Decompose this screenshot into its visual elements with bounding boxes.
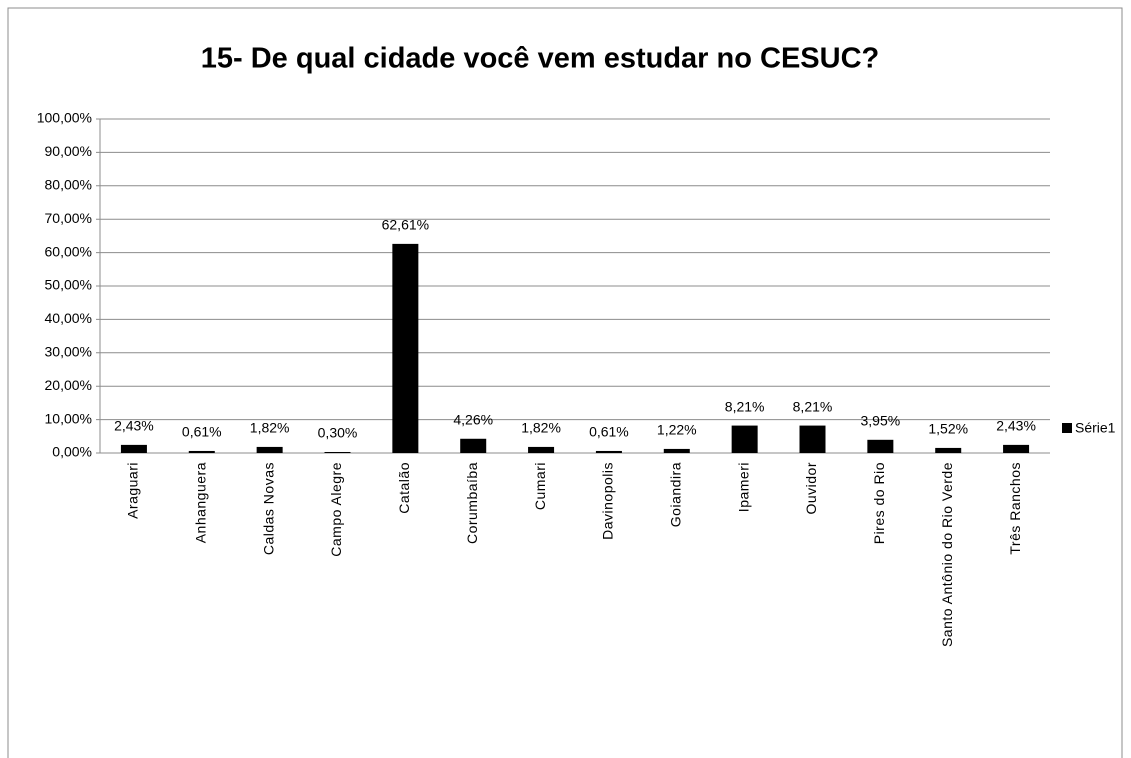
bar [1003,444,1030,453]
y-tick-label: 20,00% [45,377,92,393]
x-tick-label: Caldas Novas [260,462,276,555]
x-tick-label: Davinopolis [600,462,616,540]
y-tick-label: 100,00% [37,110,92,126]
data-label: 8,21% [725,398,765,414]
legend-swatch [1062,423,1072,433]
x-tick-label: Araguari [125,462,141,519]
chart-title: 15- De qual cidade você vem estudar no C… [201,43,879,75]
bar [120,444,147,453]
bar [188,450,215,453]
x-tick-label: Pires do Rio [871,462,887,544]
bar [460,438,487,453]
bar [595,450,622,453]
x-tick-label: Corumbaíba [464,462,480,544]
x-tick-label: Santo Antônio do Rio Verde [939,462,955,647]
bar [528,446,555,453]
data-label: 3,95% [861,413,901,429]
data-label: 8,21% [793,398,833,414]
y-tick-label: 90,00% [45,143,92,159]
bar [324,451,351,453]
y-tick-label: 10,00% [45,410,92,426]
x-tick-label: Catalão [396,462,412,514]
y-tick-label: 80,00% [45,177,92,193]
x-tick-label: Três Ranchos [1007,462,1023,555]
data-label: 62,61% [382,217,429,233]
data-label: 2,43% [996,418,1036,434]
data-label: 1,52% [928,421,968,437]
y-tick-label: 40,00% [45,310,92,326]
legend-label: Série1 [1075,420,1116,436]
data-label: 0,61% [589,424,629,440]
bar [935,447,962,453]
data-label: 1,22% [657,422,697,438]
data-label: 2,43% [114,418,154,434]
x-tick-label: Goiandira [667,462,683,527]
bar [799,425,826,453]
y-tick-label: 30,00% [45,344,92,360]
x-tick-label: Cumari [532,462,548,510]
y-tick-label: 50,00% [45,277,92,293]
bar [392,243,419,453]
x-tick-label: Campo Alegre [328,462,344,557]
data-label: 1,82% [521,420,561,436]
data-label: 1,82% [250,420,290,436]
chart-border [7,7,1123,758]
x-tick-label: Ouvidor [803,462,819,515]
bar [663,448,690,453]
data-label: 0,61% [182,424,222,440]
data-label: 4,26% [453,411,493,427]
x-tick-label: Ipameri [735,462,751,512]
bar [867,439,894,453]
bar [256,446,283,453]
bar [731,425,758,453]
y-tick-label: 0,00% [52,444,92,460]
y-tick-label: 70,00% [45,210,92,226]
y-tick-label: 60,00% [45,243,92,259]
data-label: 0,30% [318,425,358,441]
x-tick-label: Anhanguera [192,462,208,543]
